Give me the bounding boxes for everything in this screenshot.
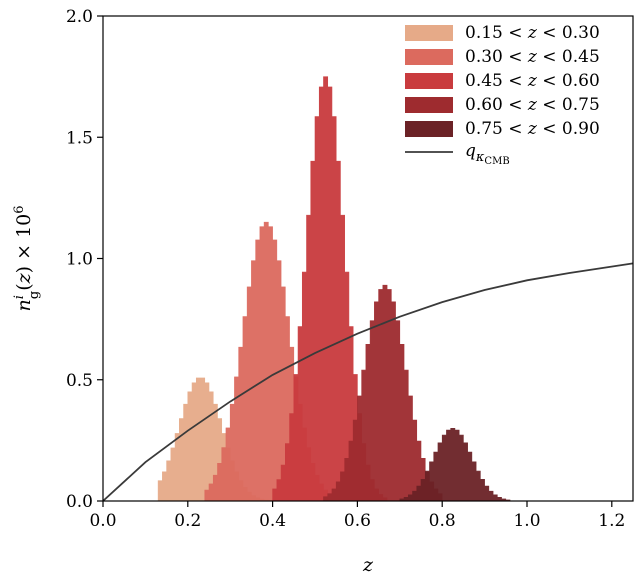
histogram-bin5 (399, 427, 511, 502)
legend-swatch (405, 49, 453, 65)
legend: 0.15 < z < 0.30 0.30 < z < 0.45 0.45 < z <… (405, 23, 600, 167)
y-tick-label: 1.0 (66, 250, 93, 270)
lensing-kernel-line (102, 262, 634, 502)
legend-item: 0.75 < z < 0.90 (405, 119, 600, 139)
y-axis-label: nig(z) × 106 (12, 205, 42, 311)
legend-label: 0.30 < z < 0.45 (465, 47, 600, 67)
legend-label: 0.45 < z < 0.60 (465, 71, 600, 91)
legend-item: 0.60 < z < 0.75 (405, 95, 600, 115)
x-tick-label: 0.8 (429, 511, 456, 531)
legend-swatch (405, 121, 453, 137)
legend-label: 0.15 < z < 0.30 (465, 23, 600, 43)
legend-label: qκCMB (465, 141, 510, 167)
x-tick-label: 0.0 (89, 511, 116, 531)
x-tick-label: 0.4 (259, 511, 286, 531)
histogram-layer (157, 76, 511, 502)
y-tick-label: 2.0 (66, 7, 93, 27)
legend-label: 0.75 < z < 0.90 (465, 119, 600, 139)
legend-label: 0.60 < z < 0.75 (465, 95, 600, 115)
x-tick-label: 1.2 (598, 511, 625, 531)
legend-swatch (405, 97, 453, 113)
legend-item: 0.15 < z < 0.30 (405, 23, 600, 43)
x-tick-label: 1.0 (513, 511, 540, 531)
histogram-bin4 (323, 284, 443, 502)
y-tick-label: 0.0 (66, 492, 93, 512)
x-tick-label: 0.2 (174, 511, 201, 531)
ticks-layer: 0.0 0.2 0.4 0.6 0.8 1.0 1.2 0.0 0.5 1.0 1.5 2.0 (66, 7, 625, 531)
legend-swatch (405, 73, 453, 89)
legend-item: 0.30 < z < 0.45 (405, 47, 600, 67)
legend-item: 0.45 < z < 0.60 (405, 71, 600, 91)
lensing-kernel-layer (102, 262, 634, 502)
legend-item: qκCMB (405, 141, 510, 167)
y-tick-label: 0.5 (66, 371, 93, 391)
axis-labels-layer: z nig(z) × 106 (12, 205, 374, 576)
x-axis-label: z (362, 554, 374, 576)
legend-swatch (405, 25, 453, 41)
x-tick-label: 0.6 (344, 511, 371, 531)
y-tick-label: 1.5 (66, 128, 93, 148)
